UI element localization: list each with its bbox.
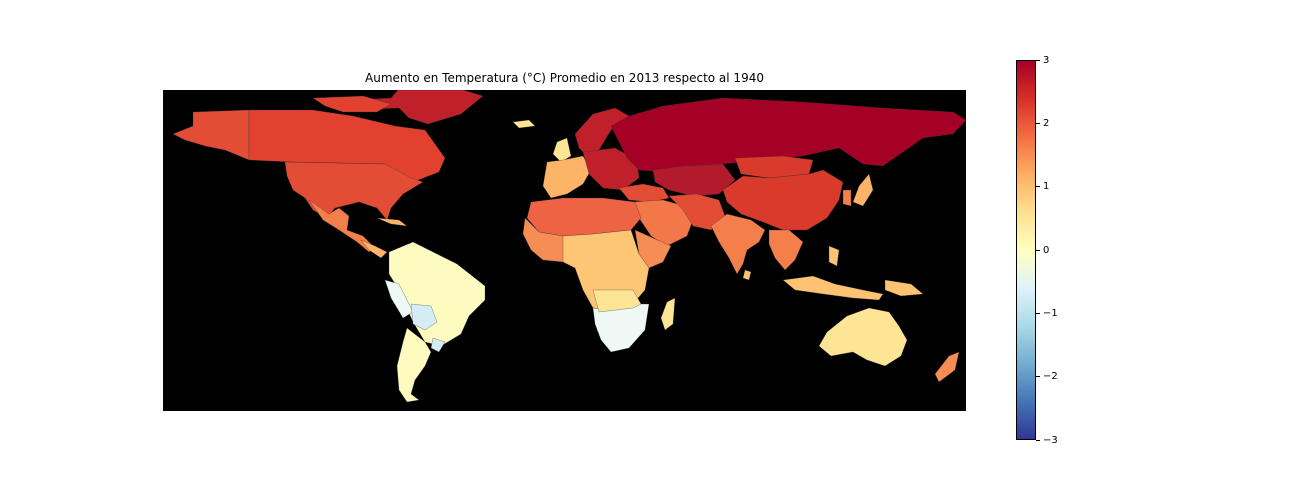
region-madagascar <box>660 297 676 331</box>
colorbar-tick-mark <box>1036 249 1040 251</box>
colorbar-tick-mark <box>1036 122 1040 124</box>
region-scandinavia <box>574 107 630 157</box>
colorbar-tick-mark <box>1036 376 1040 378</box>
colorbar-tick-label: −3 <box>1043 434 1058 446</box>
colorbar-tick: −2 <box>1036 371 1058 383</box>
region-arctic-islands <box>312 95 392 113</box>
colorbar-tick-label: 3 <box>1043 54 1050 66</box>
region-north-africa <box>526 197 642 237</box>
colorbar-tick: 0 <box>1036 244 1049 256</box>
region-philippines <box>828 245 840 267</box>
region-japan <box>852 173 874 207</box>
region-new-zealand <box>934 351 960 383</box>
colorbar-tick: 2 <box>1036 117 1049 129</box>
colorbar-tick: −1 <box>1036 307 1058 319</box>
region-europe-east <box>582 147 640 191</box>
region-europe-west <box>542 155 592 199</box>
region-iceland <box>512 119 536 129</box>
region-uruguay <box>430 337 446 353</box>
region-central-asia <box>652 163 736 197</box>
region-andes-west <box>384 279 414 319</box>
region-middle-east <box>630 199 694 247</box>
colorbar-tick-mark <box>1036 186 1040 188</box>
colorbar <box>1016 60 1036 440</box>
colorbar-tick-mark <box>1036 439 1040 441</box>
colorbar-tick: 1 <box>1036 181 1049 193</box>
region-caribbean <box>376 217 408 227</box>
region-korea <box>842 189 852 207</box>
region-mexico <box>308 199 376 253</box>
world-map <box>163 90 966 411</box>
colorbar-tick-label: −2 <box>1043 371 1058 383</box>
region-india <box>710 213 766 275</box>
colorbar-tick-mark <box>1036 312 1040 314</box>
colorbar-tick-label: 0 <box>1043 244 1050 256</box>
region-canada <box>248 109 446 183</box>
region-south-america-south <box>396 327 432 403</box>
colorbar-tick-label: −1 <box>1043 307 1058 319</box>
region-turkey <box>618 183 670 203</box>
region-southeast-asia <box>768 229 804 271</box>
region-central-america <box>360 239 388 259</box>
colorbar-tick: 3 <box>1036 54 1049 66</box>
region-new-guinea <box>884 279 924 297</box>
colorbar-tick-mark <box>1036 59 1040 61</box>
colorbar-ticks: −3 −2 −1 0 1 2 3 <box>1036 55 1076 446</box>
colorbar-tick: −3 <box>1036 434 1058 446</box>
region-united-states <box>284 161 424 221</box>
map-title: Aumento en Temperatura (°C) Promedio en … <box>365 71 764 85</box>
region-australia <box>818 307 908 367</box>
region-greenland <box>347 90 484 125</box>
region-china <box>722 169 844 231</box>
region-bolivia <box>410 303 438 331</box>
region-zambia-angola <box>592 289 642 313</box>
region-sri-lanka <box>742 269 752 281</box>
colorbar-tick-label: 2 <box>1043 117 1050 129</box>
region-uk <box>552 137 572 163</box>
colorbar-tick-label: 1 <box>1043 181 1050 193</box>
region-indonesia <box>782 275 884 301</box>
